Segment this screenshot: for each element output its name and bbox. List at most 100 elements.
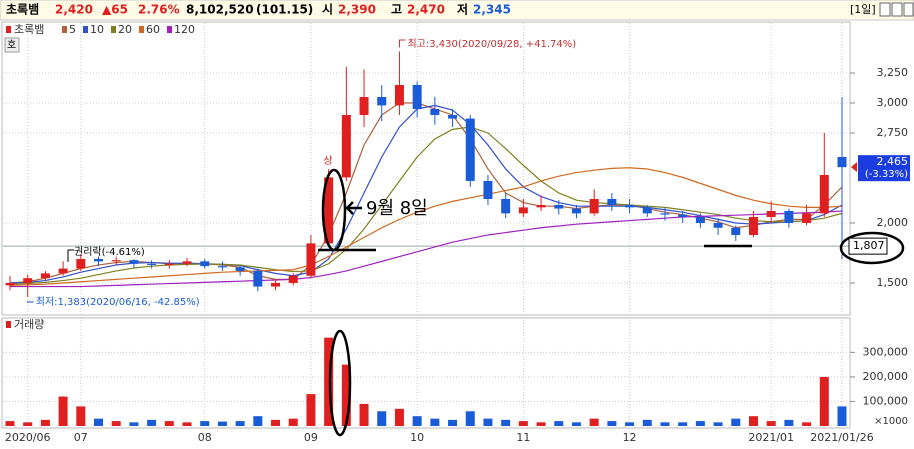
volume-panel xyxy=(1,317,851,429)
candle-body xyxy=(819,174,829,214)
volume-bar xyxy=(271,419,281,426)
x-tick-label: 2021/01/26 xyxy=(810,431,873,444)
high: 2,470 xyxy=(407,3,445,17)
x-tick-label: 2021/01 xyxy=(748,431,794,444)
candle-body xyxy=(571,208,581,214)
x-tick-label: 11 xyxy=(516,431,530,444)
x-tick-label: 12 xyxy=(623,431,637,444)
candle-body xyxy=(412,84,422,109)
crosshair-label: 1,807 xyxy=(853,239,885,252)
candle-body xyxy=(430,108,440,115)
legend-icon xyxy=(6,26,11,33)
volume-bar xyxy=(217,421,227,426)
candle-body xyxy=(253,270,263,287)
candle-body xyxy=(448,114,458,119)
volume-bar xyxy=(394,408,404,426)
annotation-marker xyxy=(27,301,34,303)
header-bar xyxy=(0,0,914,21)
volume-bar xyxy=(94,418,104,426)
x-tick-label: 08 xyxy=(198,431,212,444)
y-tick-label: 1,500 xyxy=(877,276,909,289)
candle-body xyxy=(40,273,50,279)
y-tick-label: 2,000 xyxy=(877,216,909,229)
volume-title: 거래량 xyxy=(14,318,44,331)
volume-bar xyxy=(766,421,776,426)
minimize-button[interactable] xyxy=(879,2,891,17)
candle-body xyxy=(5,282,15,286)
volume-bar xyxy=(748,416,758,426)
annotation-marker xyxy=(67,249,74,262)
volume-bar xyxy=(430,418,440,426)
stock-name: 초록뱀 xyxy=(6,2,39,17)
period[interactable]: [1일] xyxy=(850,2,876,16)
volume-bar xyxy=(129,422,139,426)
volume-bar xyxy=(448,419,458,426)
maximize-button[interactable] xyxy=(891,2,903,17)
x-tick-label: 2020/06 xyxy=(5,431,51,444)
legend-label: 60 xyxy=(146,23,160,36)
candle-body xyxy=(377,96,387,106)
last-price-pointer xyxy=(851,162,857,173)
high-note: 최고:3,430(2020/09/28, +41.74%) xyxy=(407,38,576,50)
volume-bar xyxy=(182,422,192,426)
candle-body xyxy=(607,198,617,205)
volume-bar xyxy=(324,337,334,426)
volume-bar xyxy=(341,364,351,426)
volume-ratio: (101.15) xyxy=(256,3,313,17)
price: 2,420 xyxy=(55,3,93,17)
volume-bar xyxy=(642,419,652,426)
low-label: 저 xyxy=(457,2,468,17)
candle-body xyxy=(111,260,121,262)
volume-bar xyxy=(554,421,564,426)
annotation-marker xyxy=(398,39,406,48)
y-tick-label: 3,250 xyxy=(877,66,909,79)
y-tick-label: 200,000 xyxy=(863,370,909,383)
volume-bar xyxy=(589,418,599,426)
ma-line xyxy=(9,126,843,285)
volume-bar xyxy=(678,422,688,426)
volume: 8,102,520 xyxy=(186,3,254,17)
open-label: 시 xyxy=(322,3,333,17)
candle-body xyxy=(182,261,192,264)
crosshair-box xyxy=(848,237,888,255)
x-tick-label: 07 xyxy=(74,431,88,444)
candle-body xyxy=(324,177,334,244)
volume-bar xyxy=(837,406,847,426)
hand-arrow xyxy=(345,201,362,215)
volume-bar xyxy=(713,422,723,426)
last-change-label: (-3.33%) xyxy=(865,169,908,180)
volume-bar xyxy=(306,394,316,426)
legend-swatch xyxy=(62,26,67,33)
candle-body xyxy=(766,210,776,217)
hand-ellipse xyxy=(328,329,352,437)
y-tick-label: 3,000 xyxy=(877,96,909,109)
candle-body xyxy=(306,243,316,276)
y-tick-label: 100,000 xyxy=(863,394,909,407)
candle-body xyxy=(164,263,174,265)
candle-body xyxy=(837,156,847,168)
x-tick-label: 10 xyxy=(410,431,424,444)
handwriting xyxy=(318,168,905,437)
close-button[interactable] xyxy=(903,2,914,17)
volume-bar xyxy=(288,418,298,426)
volume-bar xyxy=(536,422,546,426)
volume-bar xyxy=(58,396,68,426)
tab-button[interactable] xyxy=(4,37,20,53)
candle-body xyxy=(58,268,68,274)
candle-body xyxy=(678,214,688,217)
candle-body xyxy=(784,210,794,223)
volume-bar xyxy=(625,422,635,426)
tab-label[interactable]: 호 xyxy=(7,39,16,51)
candle-body xyxy=(483,180,493,199)
change-pct: 2.76% xyxy=(138,3,180,17)
volume-bar xyxy=(235,421,245,426)
volume-bar xyxy=(76,406,86,426)
candle-body xyxy=(695,216,705,223)
candle-body xyxy=(501,198,511,214)
candle-body xyxy=(288,275,298,283)
candle-body xyxy=(589,198,599,214)
y-tick-label: 2,750 xyxy=(877,126,909,139)
legend-label: 120 xyxy=(174,23,195,36)
change: ▲65 xyxy=(102,3,128,17)
